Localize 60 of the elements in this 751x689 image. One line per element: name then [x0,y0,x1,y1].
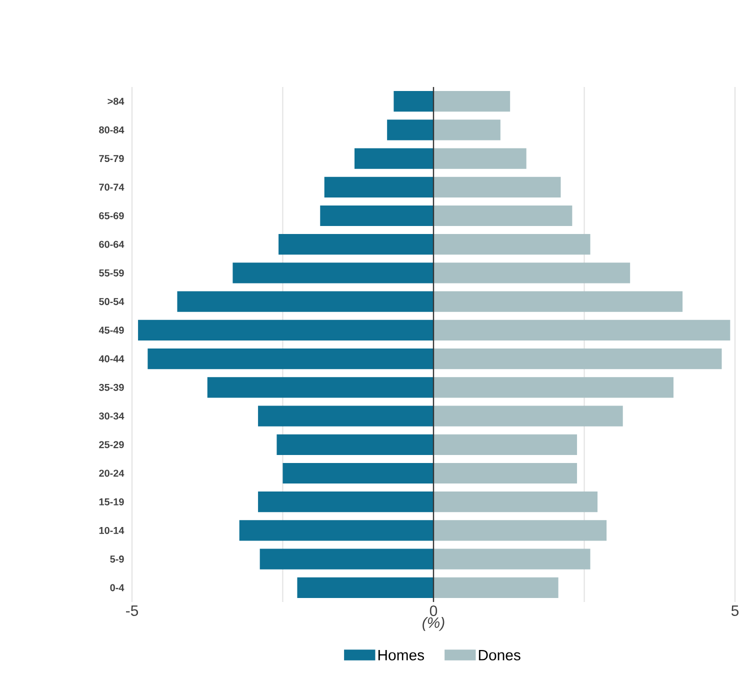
y-tick-label: 60-64 [99,240,124,248]
y-tick-label: 15-19 [99,498,124,506]
legend-label: Dones [478,650,520,660]
bar [148,348,434,370]
bar [434,320,730,340]
bar [434,176,561,198]
y-tick-label: 35-39 [98,384,124,391]
bar [434,434,578,455]
bar [354,148,434,169]
y-tick-label: 55-59 [99,269,124,276]
y-tick-label: 0-4 [110,584,124,592]
bar [324,176,434,198]
bar [434,205,572,226]
bar [320,205,434,226]
y-tick-label: 45-49 [98,326,124,334]
y-tick-label: 40-44 [98,355,124,362]
bar [239,520,434,541]
bar [207,377,434,398]
legend-label: Homes [378,650,424,660]
y-tick-label: 65-69 [99,212,124,220]
bar [434,492,598,512]
bar [260,548,434,570]
bar [434,377,674,398]
bar [434,120,500,140]
y-tick-label: 5-9 [110,556,124,563]
bar [177,291,434,312]
bar [258,492,434,512]
bar [282,462,434,484]
bar [232,262,434,284]
y-tick-label: >84 [108,98,124,105]
bar [434,291,683,312]
bar [387,120,434,140]
bar [278,234,434,255]
x-tick-label: 5 [731,606,739,616]
y-tick-label: 70-74 [99,184,124,191]
bar [394,91,434,112]
bar [434,262,630,284]
y-tick-label: 25-29 [99,441,124,448]
x-tick-label: -5 [126,606,138,616]
bar [434,348,722,370]
bar [297,577,434,598]
bar [258,406,434,426]
bar [434,406,623,426]
bar [434,148,526,169]
bar [434,548,590,570]
y-tick-label: 50-54 [99,298,124,306]
y-tick-label: 80-84 [99,126,124,134]
x-tick-label: 0 [430,606,438,616]
bar [434,462,578,484]
bar [434,91,510,112]
y-tick-label: 75-79 [99,155,124,162]
bar [434,234,590,255]
bar [276,434,434,455]
y-tick-label: 30-34 [98,412,124,420]
y-tick-label: 20-24 [99,470,124,477]
y-tick-label: 10-14 [99,526,124,534]
bar [434,520,607,541]
bar [434,577,558,598]
x-axis-title: (%) [422,616,444,631]
bar [138,320,434,340]
